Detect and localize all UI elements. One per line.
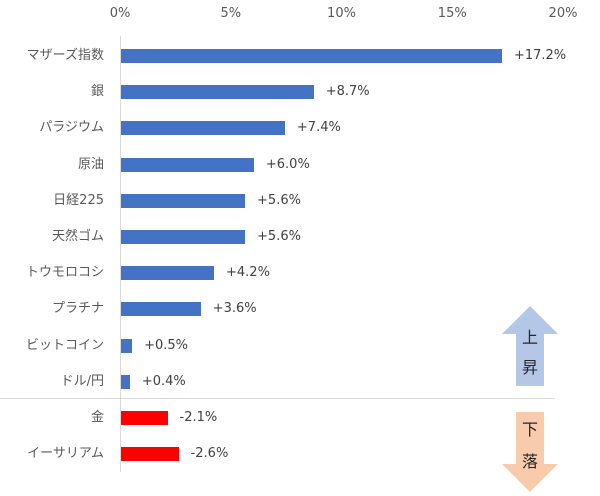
bar-positive bbox=[121, 121, 285, 136]
x-axis-tick: 20% bbox=[548, 6, 578, 21]
bar-positive bbox=[121, 157, 254, 172]
bar-positive bbox=[121, 230, 246, 244]
bar-positive bbox=[121, 193, 246, 208]
value-label: -2.1% bbox=[179, 410, 218, 425]
bar-row: パラジウム +7.4% bbox=[0, 110, 600, 146]
bar-row: 天然ゴム +5.6% bbox=[0, 219, 600, 255]
category-label: ビットコイン bbox=[25, 337, 104, 353]
value-label: -2.6% bbox=[190, 446, 229, 462]
bar-row: イーサリアム -2.6% bbox=[0, 436, 600, 472]
bar-positive bbox=[121, 338, 133, 353]
value-label: +0.5% bbox=[144, 337, 188, 353]
value-label: +5.6% bbox=[257, 192, 301, 208]
bar-row: トウモロコシ +4.2% bbox=[0, 255, 600, 291]
bar-row: プラチナ +3.6% bbox=[0, 291, 600, 327]
up-arrow-text-2: 昇 bbox=[521, 358, 538, 377]
up-arrow-icon: 上 昇 bbox=[502, 306, 558, 386]
value-label: +0.4% bbox=[141, 373, 186, 389]
down-arrow-icon: 下 落 bbox=[502, 412, 558, 492]
x-axis-tick: 5% bbox=[220, 6, 242, 21]
bar-row: 銀 +8.7% bbox=[0, 74, 600, 110]
bar-negative bbox=[121, 447, 179, 462]
bar-row: マザーズ指数 +17.2% bbox=[0, 38, 600, 74]
value-label: +8.7% bbox=[325, 84, 370, 100]
bar-row: ドル/円 +0.4% bbox=[0, 364, 600, 400]
up-arrow-text-1: 上 bbox=[521, 328, 538, 347]
bar-row: 金 -2.1% bbox=[0, 400, 600, 436]
bar-row: 日経225 +5.6% bbox=[0, 183, 600, 219]
value-label: +7.4% bbox=[296, 120, 341, 136]
value-label: +4.2% bbox=[226, 265, 270, 281]
category-label: イーサリアム bbox=[27, 446, 104, 462]
y-axis-line bbox=[120, 36, 121, 472]
bar-positive bbox=[121, 49, 502, 63]
category-label: プラチナ bbox=[51, 301, 104, 317]
category-label: 天然ゴム bbox=[51, 229, 104, 244]
bar-positive bbox=[121, 266, 215, 281]
value-label: +5.6% bbox=[257, 229, 301, 244]
value-label: +17.2% bbox=[513, 48, 567, 63]
value-label: +6.0% bbox=[265, 156, 310, 172]
category-label: 原油 bbox=[77, 156, 104, 172]
x-axis-tick: 15% bbox=[437, 6, 467, 21]
bar-positive bbox=[121, 374, 130, 389]
bar-row: 原油 +6.0% bbox=[0, 147, 600, 183]
bar-positive bbox=[121, 85, 314, 100]
category-label: トウモロコシ bbox=[25, 265, 104, 281]
gain-loss-divider bbox=[0, 398, 555, 399]
down-arrow-text-2: 落 bbox=[521, 452, 538, 471]
category-label: マザーズ指数 bbox=[26, 48, 104, 63]
category-label: 銀 bbox=[90, 84, 104, 100]
value-label: +3.6% bbox=[212, 301, 257, 317]
x-axis-tick: 10% bbox=[327, 6, 356, 21]
down-arrow-text-1: 下 bbox=[521, 420, 538, 439]
category-label: ドル/円 bbox=[60, 373, 104, 389]
category-label: パラジウム bbox=[39, 120, 104, 136]
bar-row: ビットコイン +0.5% bbox=[0, 328, 600, 364]
x-axis-tick: 0% bbox=[109, 6, 131, 21]
category-label: 金 bbox=[90, 410, 104, 425]
bar-positive bbox=[121, 302, 201, 317]
bar-negative bbox=[121, 411, 168, 425]
category-label: 日経225 bbox=[53, 192, 104, 208]
